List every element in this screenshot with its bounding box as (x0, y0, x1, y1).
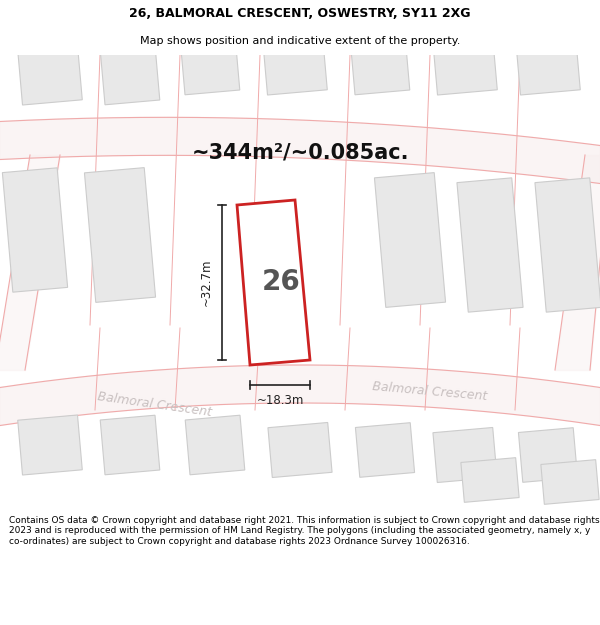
Text: Balmoral Crescent: Balmoral Crescent (97, 391, 213, 419)
Text: ~344m²/~0.085ac.: ~344m²/~0.085ac. (191, 142, 409, 162)
Polygon shape (2, 168, 68, 292)
Polygon shape (516, 35, 580, 95)
Text: Map shows position and indicative extent of the property.: Map shows position and indicative extent… (140, 36, 460, 46)
Text: 26: 26 (262, 269, 301, 296)
Polygon shape (100, 45, 160, 105)
Polygon shape (180, 35, 240, 95)
Text: ~32.7m: ~32.7m (199, 259, 212, 306)
Polygon shape (185, 415, 245, 475)
Polygon shape (541, 459, 599, 504)
Polygon shape (85, 168, 155, 302)
Polygon shape (433, 35, 497, 95)
Polygon shape (457, 178, 523, 312)
Polygon shape (535, 178, 600, 312)
Text: Contains OS data © Crown copyright and database right 2021. This information is : Contains OS data © Crown copyright and d… (9, 516, 599, 546)
Text: ~18.3m: ~18.3m (256, 394, 304, 406)
Text: Balmoral Crescent: Balmoral Crescent (372, 381, 488, 404)
Text: 26, BALMORAL CRESCENT, OSWESTRY, SY11 2XG: 26, BALMORAL CRESCENT, OSWESTRY, SY11 2X… (129, 8, 471, 20)
Polygon shape (350, 35, 410, 95)
Polygon shape (461, 458, 519, 503)
Polygon shape (433, 428, 497, 483)
Polygon shape (263, 35, 327, 95)
Polygon shape (237, 200, 310, 365)
Polygon shape (374, 173, 446, 308)
Polygon shape (100, 415, 160, 475)
Polygon shape (18, 45, 82, 105)
Polygon shape (18, 415, 82, 475)
Polygon shape (268, 422, 332, 478)
Polygon shape (518, 428, 578, 483)
Polygon shape (355, 422, 415, 478)
